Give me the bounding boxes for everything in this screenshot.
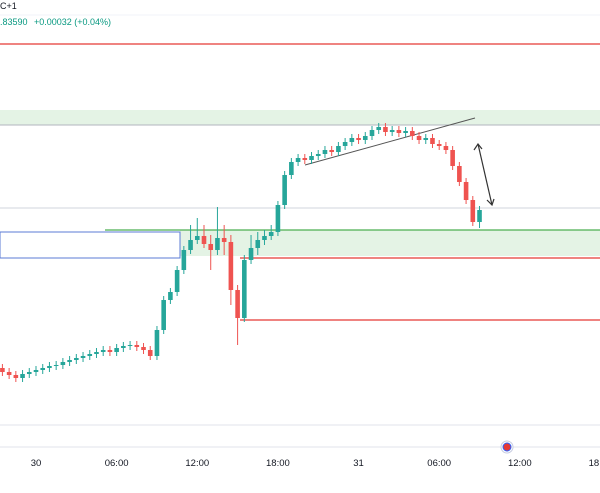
candle-body: [141, 347, 146, 350]
candle-body: [40, 368, 46, 370]
candle-body: [194, 236, 200, 240]
candle-body: [121, 346, 126, 348]
arrow-head: [486, 198, 495, 207]
candle-body: [26, 372, 32, 374]
candle-body: [410, 131, 415, 136]
candle-body: [349, 138, 355, 142]
arrow-head: [473, 142, 483, 151]
candle-body: [315, 154, 321, 156]
candle-body: [168, 292, 173, 300]
event-icon-dot: [502, 442, 512, 452]
candle-body: [356, 138, 361, 140]
x-tick-label: 18:00: [266, 458, 290, 469]
candle-body: [477, 210, 482, 222]
candle-body: [100, 350, 106, 352]
x-tick-label: 06:00: [105, 458, 129, 469]
candle-body: [215, 238, 220, 250]
candle-body: [74, 358, 79, 360]
candle-body: [275, 205, 281, 232]
candle-body: [114, 348, 119, 352]
candle-body: [430, 138, 435, 144]
candle-body: [208, 244, 214, 250]
arrow: [477, 143, 493, 206]
candle-body: [6, 372, 12, 375]
candle-body: [80, 356, 86, 358]
candle-body: [20, 374, 25, 378]
candle-body: [127, 345, 133, 346]
candle-body: [416, 136, 422, 140]
candle-body: [221, 238, 227, 242]
candle-body: [369, 130, 375, 136]
zone: [180, 230, 600, 256]
candle-body: [181, 250, 187, 270]
candle-body: [295, 158, 301, 162]
candle-body: [457, 166, 462, 182]
candle-body: [188, 240, 193, 250]
change: +0.00032 (+0.04%): [34, 17, 111, 27]
candle-body: [201, 236, 207, 244]
x-tick-label: 30: [31, 458, 42, 469]
candle-body: [154, 330, 160, 356]
candle-body: [309, 156, 314, 160]
candle-body: [376, 127, 382, 130]
trend-line: [304, 117, 476, 166]
candle-body: [443, 146, 449, 150]
candle-body: [450, 150, 455, 166]
quote: .83590: [0, 17, 28, 27]
candle-body: [403, 131, 408, 133]
candle-body: [396, 130, 402, 133]
candle-body: [107, 350, 113, 352]
candle-body: [289, 162, 294, 175]
candle-body: [47, 366, 52, 368]
candle-body: [342, 142, 348, 146]
x-tick-label: 18:00: [589, 458, 600, 469]
x-tick-label: 31: [353, 458, 364, 469]
candle-body: [174, 270, 180, 292]
candle-body: [242, 260, 247, 318]
candle-body: [0, 368, 5, 372]
x-tick-label: 06:00: [427, 458, 451, 469]
candle-body: [383, 127, 388, 132]
candle-body: [255, 240, 261, 248]
candle-body: [94, 352, 99, 354]
candle-body: [329, 150, 334, 152]
candle-body: [60, 362, 66, 365]
candle-body: [463, 182, 469, 200]
candle-body: [228, 242, 234, 290]
candle-body: [423, 138, 429, 140]
candle-body: [282, 175, 287, 205]
candle-body: [302, 158, 308, 160]
zone: [0, 110, 600, 125]
candle-body: [13, 375, 19, 378]
candle-body: [67, 360, 72, 362]
candle-body: [161, 300, 166, 330]
plot: [0, 43, 600, 382]
candle-body: [87, 354, 93, 356]
x-tick-label: 12:00: [508, 458, 532, 469]
candle-body: [147, 350, 153, 356]
candle-body: [389, 130, 395, 132]
candle-body: [268, 232, 274, 236]
candle-body: [362, 136, 368, 140]
candle-body: [336, 146, 341, 152]
candle-body: [33, 370, 39, 372]
candle-body: [470, 200, 476, 222]
range-box: [0, 231, 181, 259]
candle-body: [262, 236, 267, 240]
candle-body: [235, 290, 240, 318]
candle-body: [322, 150, 328, 154]
symbol: C+1: [0, 1, 17, 11]
x-tick-label: 12:00: [185, 458, 209, 469]
candle-body: [248, 248, 254, 260]
candle-body: [436, 144, 442, 146]
candle-body: [53, 365, 59, 366]
candle-body: [134, 345, 140, 347]
